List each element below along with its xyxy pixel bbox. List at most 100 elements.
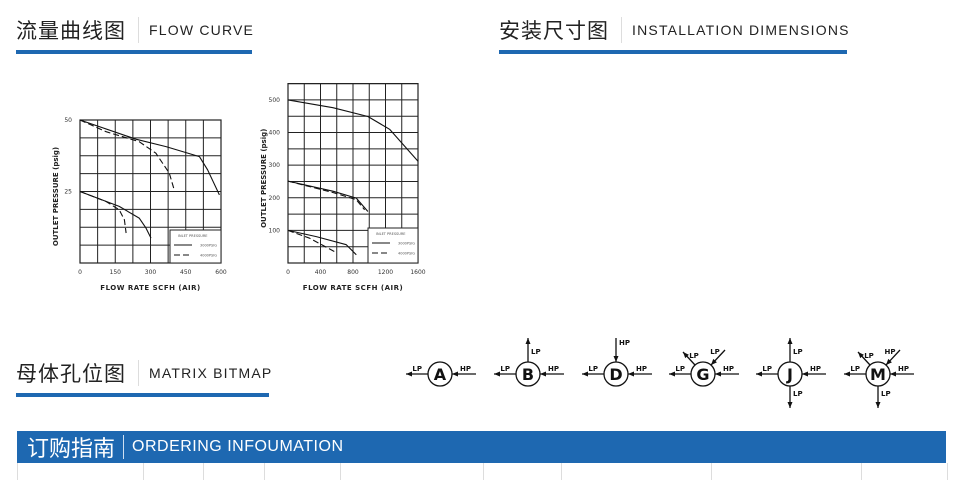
- series-line-dashed: [287, 229, 337, 254]
- flow-curve-heading: 流量曲线图 FLOW CURVE: [16, 14, 254, 46]
- column-divider: [143, 463, 144, 480]
- port-label: HP: [548, 365, 559, 373]
- chart-1: 0 150 300 450 600 25 50 FLOW RATE SCFH (AIR) OUT…: [52, 117, 227, 292]
- column-divider: [203, 463, 204, 480]
- legend-entry: 4000PSIG: [398, 252, 415, 256]
- port-label: LP: [675, 365, 685, 373]
- x-tick-label: 400: [315, 269, 327, 276]
- port-circle: [515, 361, 541, 387]
- port-label: LP: [762, 365, 772, 373]
- arrow-head-icon: [802, 371, 808, 377]
- installation-heading: 安装尺寸图 INSTALLATION DIMENSIONS: [499, 14, 850, 46]
- arrow-head-icon: [711, 358, 717, 365]
- ordering-header: 订购指南 ORDERING INFOUMATION: [17, 431, 946, 463]
- x-tick-label: 300: [145, 269, 157, 276]
- arrow-head-icon: [715, 371, 721, 377]
- x-tick-label: 150: [110, 269, 122, 276]
- legend-box: [169, 229, 222, 264]
- divider: [621, 17, 622, 43]
- ordering-table: [17, 463, 948, 480]
- port-label: LP: [412, 365, 422, 373]
- y-tick-label: 300: [269, 162, 281, 169]
- column-divider: [264, 463, 265, 480]
- matrix-heading: 母体孔位图 MATRIX BITMAP: [16, 357, 272, 389]
- legend-box: [367, 227, 419, 264]
- arrow-head-icon: [582, 371, 588, 377]
- arrow-head-icon: [890, 371, 896, 377]
- flow-curve-charts: 0 150 300 450 600 25 50 FLOW RATE SCFH (AIR) OUT…: [52, 82, 914, 408]
- port-label: LP: [864, 352, 874, 360]
- legend-title: INLET PRESSURE: [376, 232, 405, 236]
- port-label: HP: [636, 365, 647, 373]
- port-label: LP: [500, 365, 510, 373]
- y-tick-label: 500: [269, 97, 281, 104]
- arrow-head-icon: [628, 371, 634, 377]
- series-line-solid: [79, 119, 220, 196]
- matrix-diagram-G: LP HP LP LP G: [669, 348, 739, 387]
- matrix-letter: J: [786, 365, 793, 384]
- series-line-dashed: [79, 119, 175, 190]
- y-tick-label: 100: [269, 227, 281, 234]
- port-circle: [690, 361, 716, 387]
- arrow-head-icon: [540, 371, 546, 377]
- port-label: LP: [793, 390, 803, 398]
- legend-title: INLET PRESSURE: [178, 234, 207, 238]
- x-tick-label: 0: [78, 269, 82, 276]
- port-circle: [777, 361, 803, 387]
- y-tick-label: 200: [269, 195, 281, 202]
- column-divider: [483, 463, 484, 480]
- matrix-diagram-D: LP HP HP D: [582, 338, 652, 387]
- matrix-letter: G: [696, 365, 709, 384]
- flow-curve-title-en: FLOW CURVE: [149, 22, 255, 38]
- column-divider: [861, 463, 862, 480]
- series-line-solid: [287, 180, 369, 212]
- port-label: LP: [689, 352, 699, 360]
- ordering-title-cn: 订购指南: [27, 437, 116, 462]
- arrow-head-icon: [844, 371, 850, 377]
- x-tick-label: 0: [286, 269, 290, 276]
- x-tick-label: 800: [347, 269, 359, 276]
- column-divider: [561, 463, 562, 480]
- divider: [138, 17, 139, 43]
- matrix-letter: A: [434, 365, 447, 384]
- port-label: HP: [898, 365, 909, 373]
- arrow-head-icon: [669, 371, 675, 377]
- x-tick-label: 1600: [410, 269, 425, 276]
- series-line-solid: [287, 229, 357, 256]
- plot-frame: [287, 82, 419, 264]
- y-tick-label: 400: [269, 130, 281, 137]
- arrow-head-icon: [875, 402, 881, 408]
- port-circle: [865, 361, 891, 387]
- port-label: HP: [460, 365, 471, 373]
- matrix-letter: D: [609, 365, 622, 384]
- series-line-dashed: [79, 190, 127, 234]
- legend-entry: 3000PSIG: [200, 244, 217, 248]
- divider: [123, 435, 125, 459]
- series-line-dashed: [287, 180, 366, 211]
- port-label: LP: [588, 365, 598, 373]
- matrix-letter: B: [522, 365, 534, 384]
- flow-curve-title-cn: 流量曲线图: [16, 19, 126, 43]
- arrow-head-icon: [613, 356, 619, 362]
- port-circle: [427, 361, 453, 387]
- x-tick-label: 1200: [378, 269, 393, 276]
- ordering-title-en: ORDERING INFOUMATION: [132, 438, 344, 455]
- arrow-head-icon: [525, 338, 531, 344]
- installation-title-en: INSTALLATION DIMENSIONS: [632, 22, 850, 38]
- arrow-head-icon: [787, 338, 793, 344]
- column-divider: [711, 463, 712, 480]
- x-axis-label: FLOW RATE SCFH (AIR): [100, 284, 200, 292]
- installation-title-cn: 安装尺寸图: [499, 19, 609, 43]
- port-label: HP: [885, 348, 896, 356]
- arrow-head-icon: [683, 352, 689, 359]
- x-axis-label: FLOW RATE SCFH (AIR): [303, 284, 403, 292]
- port-label: LP: [850, 365, 860, 373]
- column-divider: [340, 463, 341, 480]
- arrow-head-icon: [494, 371, 500, 377]
- series-line-solid: [287, 99, 419, 162]
- arrow-head-icon: [406, 371, 412, 377]
- arrow-head-icon: [756, 371, 762, 377]
- y-tick-label: 50: [64, 117, 72, 124]
- arrow-head-icon: [886, 358, 892, 365]
